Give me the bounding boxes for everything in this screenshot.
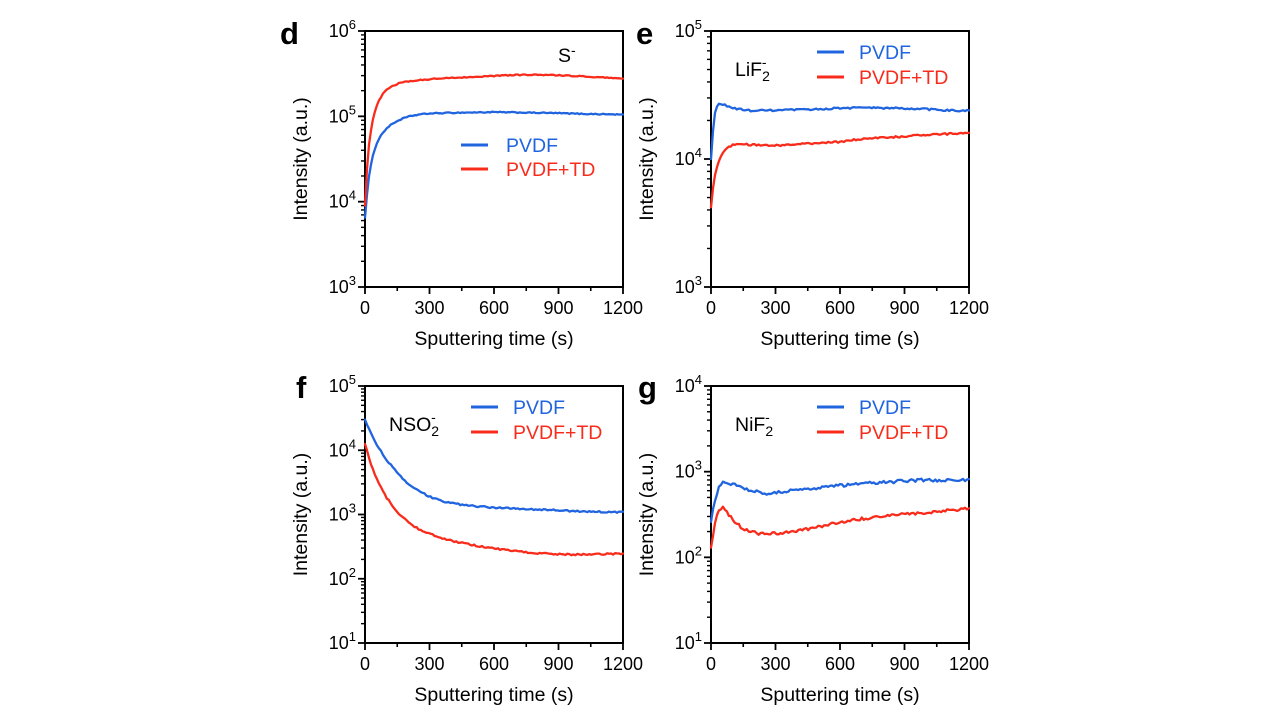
x-tick-label: 600 [479, 298, 509, 318]
panel-g: 0 300 600 900 1200 101 102 103 104 PVDF PVDF+TD NiF… [636, 370, 989, 706]
x-tick-label: 900 [543, 654, 573, 674]
x-tick-label: 900 [889, 298, 919, 318]
x-axis-title: Sputtering time (s) [414, 684, 573, 706]
series-line-PVDF+TD [363, 442, 625, 557]
x-tick-label: 300 [760, 298, 790, 318]
species-label: LiF2- [735, 54, 770, 84]
legend-label-PVDF+TD: PVDF+TD [859, 67, 948, 89]
legend-label-PVDF+TD: PVDF+TD [506, 159, 595, 181]
x-tick-label: 300 [414, 654, 444, 674]
y-tick-label: 103 [329, 501, 356, 525]
y-tick-label: 104 [675, 145, 702, 169]
x-tick-label: 0 [706, 298, 716, 318]
y-axis-title: Intensity (a.u.) [290, 97, 312, 221]
x-tick-label: 600 [825, 654, 855, 674]
x-tick-label: 600 [479, 654, 509, 674]
legend-label-PVDF: PVDF [859, 397, 911, 419]
x-tick-label: 1200 [949, 654, 989, 674]
panel-e: 0 300 600 900 1200 103 104 105 PVDF PVDF+TD LiF2- e… [636, 16, 989, 350]
x-tick-label: 0 [360, 298, 370, 318]
x-tick-label: 1200 [603, 654, 643, 674]
panel-letter: g [638, 370, 657, 405]
x-tick-label: 900 [889, 654, 919, 674]
panel-letter: e [636, 16, 653, 51]
x-tick-label: 300 [414, 298, 444, 318]
legend-label-PVDF: PVDF [859, 42, 911, 64]
species-label: S- [558, 42, 576, 67]
series-line-PVDF+TD [709, 131, 971, 209]
y-tick-label: 103 [675, 273, 702, 297]
x-tick-label: 1200 [949, 298, 989, 318]
x-axis-title: Sputtering time (s) [760, 684, 919, 706]
series-line-PVDF [363, 110, 625, 219]
legend-label-PVDF: PVDF [513, 397, 565, 419]
y-tick-label: 104 [329, 188, 356, 212]
x-tick-label: 1200 [603, 298, 643, 318]
y-tick-label: 106 [329, 17, 356, 41]
legend-label-PVDF+TD: PVDF+TD [513, 422, 602, 444]
x-axis-title: Sputtering time (s) [414, 328, 573, 350]
y-tick-label: 101 [675, 629, 702, 653]
species-label: NSO2- [389, 409, 439, 439]
legend-label-PVDF+TD: PVDF+TD [859, 422, 948, 444]
y-tick-label: 103 [675, 458, 702, 482]
y-axis-title: Intensity (a.u.) [636, 453, 658, 577]
panel-letter: f [296, 370, 307, 405]
y-tick-label: 101 [329, 629, 356, 653]
y-tick-label: 105 [329, 102, 356, 126]
x-tick-label: 900 [543, 298, 573, 318]
series-line-PVDF [709, 477, 971, 523]
y-tick-label: 104 [675, 372, 702, 396]
series-line-PVDF [709, 102, 971, 161]
series-line-PVDF+TD [709, 505, 971, 549]
y-tick-label: 104 [329, 436, 356, 460]
y-tick-label: 102 [329, 565, 356, 589]
x-tick-label: 600 [825, 298, 855, 318]
panel-letter: d [280, 16, 299, 51]
y-tick-label: 105 [329, 372, 356, 396]
legend-label-PVDF: PVDF [506, 135, 558, 157]
y-tick-label: 105 [675, 17, 702, 41]
x-axis-title: Sputtering time (s) [760, 328, 919, 350]
y-axis-title: Intensity (a.u.) [290, 453, 312, 577]
series-line-PVDF+TD [363, 73, 625, 207]
y-tick-label: 102 [675, 543, 702, 567]
species-label: NiF2- [735, 409, 773, 439]
series-line-PVDF [363, 418, 625, 514]
x-tick-label: 300 [760, 654, 790, 674]
x-tick-label: 0 [706, 654, 716, 674]
y-tick-label: 103 [329, 273, 356, 297]
x-tick-label: 0 [360, 654, 370, 674]
panel-f: 0 300 600 900 1200 101 102 103 104 105 PVDF PVDF+TD… [290, 370, 643, 706]
y-axis-title: Intensity (a.u.) [636, 97, 658, 221]
